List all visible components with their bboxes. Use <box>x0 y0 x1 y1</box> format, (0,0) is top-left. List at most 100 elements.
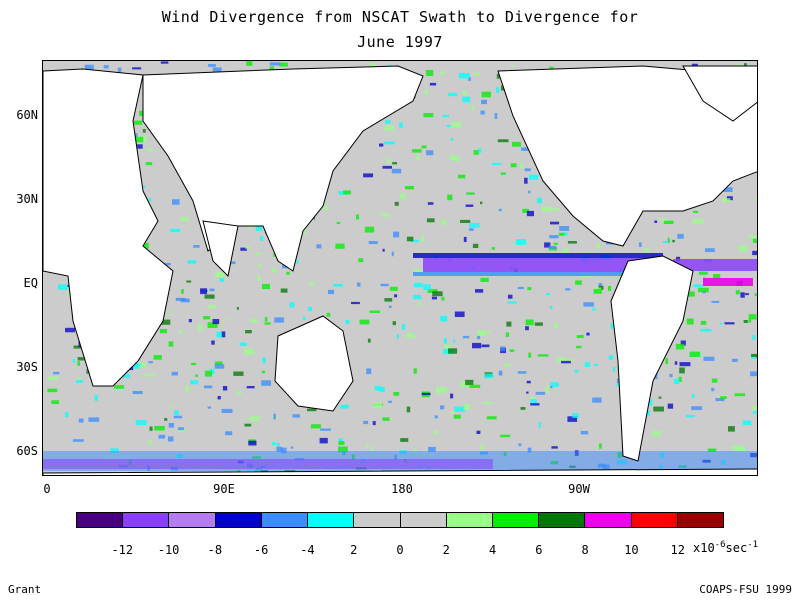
divergence-speckle <box>143 373 149 376</box>
divergence-speckle <box>673 378 680 385</box>
divergence-speckle <box>525 326 529 331</box>
divergence-speckle <box>576 335 584 338</box>
divergence-speckle <box>246 61 253 66</box>
chart-title-line2: June 1997 <box>357 33 443 51</box>
divergence-speckle <box>500 346 506 352</box>
divergence-speckle <box>200 288 207 295</box>
divergence-speckle <box>551 446 558 449</box>
divergence-speckle <box>249 416 260 422</box>
divergence-speckle <box>480 277 489 282</box>
divergence-speckle <box>679 362 691 367</box>
divergence-speckle <box>308 306 312 312</box>
divergence-speckle <box>440 71 445 75</box>
divergence-speckle <box>217 396 221 400</box>
divergence-speckle <box>168 341 174 347</box>
divergence-speckle <box>372 421 376 426</box>
divergence-speckle <box>751 353 757 357</box>
divergence-speckle <box>748 319 752 323</box>
divergence-speckle <box>333 283 343 287</box>
color-legend-tick-label: -10 <box>157 543 180 557</box>
divergence-speckle <box>141 242 149 249</box>
divergence-speckle <box>219 278 225 282</box>
divergence-speckle <box>212 319 220 325</box>
divergence-speckle <box>728 426 735 432</box>
divergence-speckle <box>198 324 203 331</box>
divergence-speckle <box>477 330 486 336</box>
divergence-speckle <box>494 113 498 119</box>
divergence-speckle <box>672 239 675 243</box>
divergence-speckle <box>553 242 558 245</box>
divergence-speckle <box>530 403 540 406</box>
divergence-speckle <box>466 192 475 195</box>
divergence-speckle <box>103 65 109 69</box>
south-america-land <box>610 255 694 462</box>
divergence-speckle <box>754 293 757 297</box>
divergence-speckle <box>497 139 509 143</box>
divergence-speckle <box>738 245 748 252</box>
antarctica-land <box>43 468 757 475</box>
divergence-speckle <box>425 70 434 76</box>
divergence-speckle <box>180 217 189 222</box>
divergence-speckle <box>526 391 529 394</box>
land-masses <box>43 65 757 475</box>
divergence-speckle <box>158 434 166 439</box>
divergence-speckle <box>208 64 216 67</box>
divergence-speckle <box>399 193 406 199</box>
divergence-speckle <box>209 288 215 292</box>
divergence-speckle <box>441 296 445 301</box>
divergence-speckle <box>367 338 371 343</box>
divergence-speckle <box>662 240 669 243</box>
divergence-speckle <box>388 400 392 403</box>
divergence-speckle <box>132 67 142 70</box>
divergence-speckle <box>423 113 434 118</box>
divergence-speckle <box>480 110 485 115</box>
divergence-speckle <box>129 363 140 369</box>
divergence-speckle <box>338 446 348 453</box>
divergence-speckle <box>222 386 228 391</box>
divergence-speckle <box>246 386 255 389</box>
divergence-speckle <box>460 219 471 223</box>
color-legend-swatch <box>492 513 540 527</box>
divergence-speckle <box>190 380 199 385</box>
divergence-speckle <box>212 67 222 72</box>
divergence-speckle <box>702 291 706 294</box>
divergence-speckle <box>259 236 264 241</box>
divergence-speckle <box>575 280 582 285</box>
divergence-speckle <box>515 239 527 245</box>
divergence-speckle <box>363 173 374 178</box>
divergence-speckle <box>535 391 546 395</box>
divergence-speckle <box>521 147 532 151</box>
divergence-speckle <box>269 62 281 66</box>
divergence-speckle <box>396 334 399 339</box>
divergence-speckle <box>84 64 94 71</box>
divergence-speckle <box>371 446 374 452</box>
divergence-speckle <box>296 259 299 264</box>
divergence-speckle <box>236 306 239 310</box>
divergence-speckle <box>740 292 745 298</box>
divergence-speckle <box>453 339 456 343</box>
divergence-speckle <box>374 386 381 391</box>
divergence-speckle <box>469 228 474 231</box>
divergence-speckle <box>145 162 153 166</box>
divergence-speckle <box>72 439 84 442</box>
divergence-speckle <box>214 361 223 366</box>
divergence-speckle <box>686 318 694 325</box>
divergence-speckle <box>720 394 726 398</box>
unit-exponent-1: -6 <box>714 540 726 550</box>
divergence-speckle <box>211 340 215 345</box>
divergence-speckle <box>264 322 271 325</box>
divergence-speckle <box>691 406 703 411</box>
divergence-speckle <box>139 362 147 369</box>
divergence-speckle <box>522 208 529 213</box>
divergence-speckle <box>680 340 686 346</box>
divergence-speckle <box>486 416 497 420</box>
divergence-speckle <box>527 287 532 291</box>
divergence-speckle <box>214 364 225 369</box>
divergence-speckle <box>385 120 391 124</box>
lat-label-30s: 30S <box>16 360 38 374</box>
atlantic-itcz-band <box>673 259 757 271</box>
divergence-speckle <box>177 427 185 431</box>
divergence-speckle <box>525 319 534 326</box>
divergence-speckle <box>413 294 422 300</box>
divergence-speckle <box>160 319 171 325</box>
